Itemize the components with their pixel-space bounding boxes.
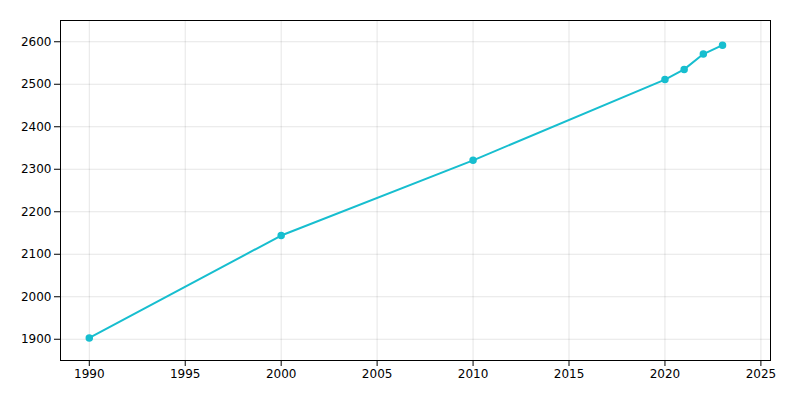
svg-text:2100: 2100 <box>21 247 52 261</box>
svg-text:2500: 2500 <box>21 77 52 91</box>
svg-text:1995: 1995 <box>170 367 201 381</box>
svg-text:2600: 2600 <box>21 35 52 49</box>
svg-text:2020: 2020 <box>650 367 681 381</box>
svg-text:2000: 2000 <box>266 367 297 381</box>
svg-text:2010: 2010 <box>458 367 489 381</box>
svg-text:2025: 2025 <box>746 367 777 381</box>
svg-text:2300: 2300 <box>21 162 52 176</box>
svg-text:1900: 1900 <box>21 332 52 346</box>
svg-text:2015: 2015 <box>554 367 585 381</box>
svg-text:2400: 2400 <box>21 120 52 134</box>
svg-text:2005: 2005 <box>362 367 393 381</box>
svg-text:2200: 2200 <box>21 205 52 219</box>
svg-text:1990: 1990 <box>74 367 105 381</box>
svg-text:2000: 2000 <box>21 290 52 304</box>
